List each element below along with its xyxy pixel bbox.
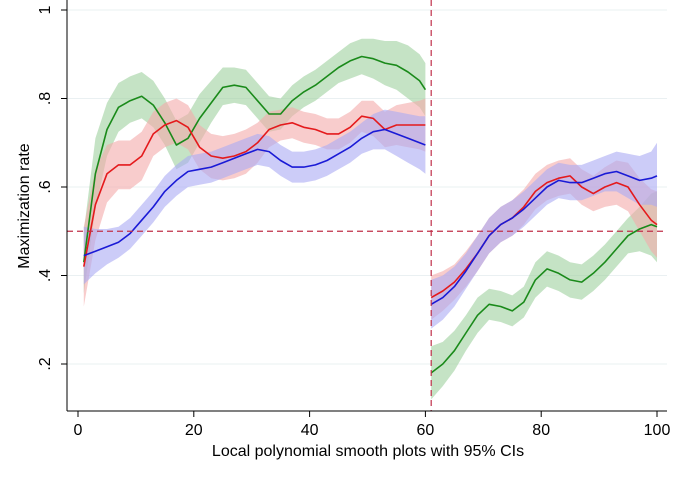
axes: 0 20 40 60 80 100 .2 .4 .6 .8 1 — [37, 0, 670, 439]
y-tick-label-.8: .8 — [37, 92, 54, 105]
y-tick-label-1: 1 — [37, 5, 54, 14]
blue-series-line-1 — [83, 128, 426, 257]
x-tick-label-0: 0 — [74, 422, 83, 439]
x-tick-label-40: 40 — [301, 422, 319, 439]
reference-lines — [67, 0, 667, 411]
x-tick-label-60: 60 — [417, 422, 435, 439]
green-series-line-1 — [83, 55, 427, 263]
x-axis-label: Local polynomial smooth plots with 95% C… — [212, 443, 524, 460]
x-tick-label-80: 80 — [532, 422, 550, 439]
y-tick-label-.6: .6 — [37, 180, 54, 193]
red-series-line-1 — [83, 115, 426, 267]
blue-series-line-2 — [430, 170, 658, 305]
y-tick-label-.4: .4 — [37, 269, 54, 282]
x-tick-label-100: 100 — [644, 422, 671, 439]
y-axis-label: Maximization rate — [16, 143, 33, 268]
y-tick-label-.2: .2 — [37, 357, 54, 370]
green-series-line-2 — [430, 223, 658, 374]
x-tick-label-20: 20 — [185, 422, 203, 439]
series-lines — [83, 55, 658, 374]
red-ci-band-2 — [431, 158, 657, 320]
red-series-line-2 — [430, 175, 658, 299]
